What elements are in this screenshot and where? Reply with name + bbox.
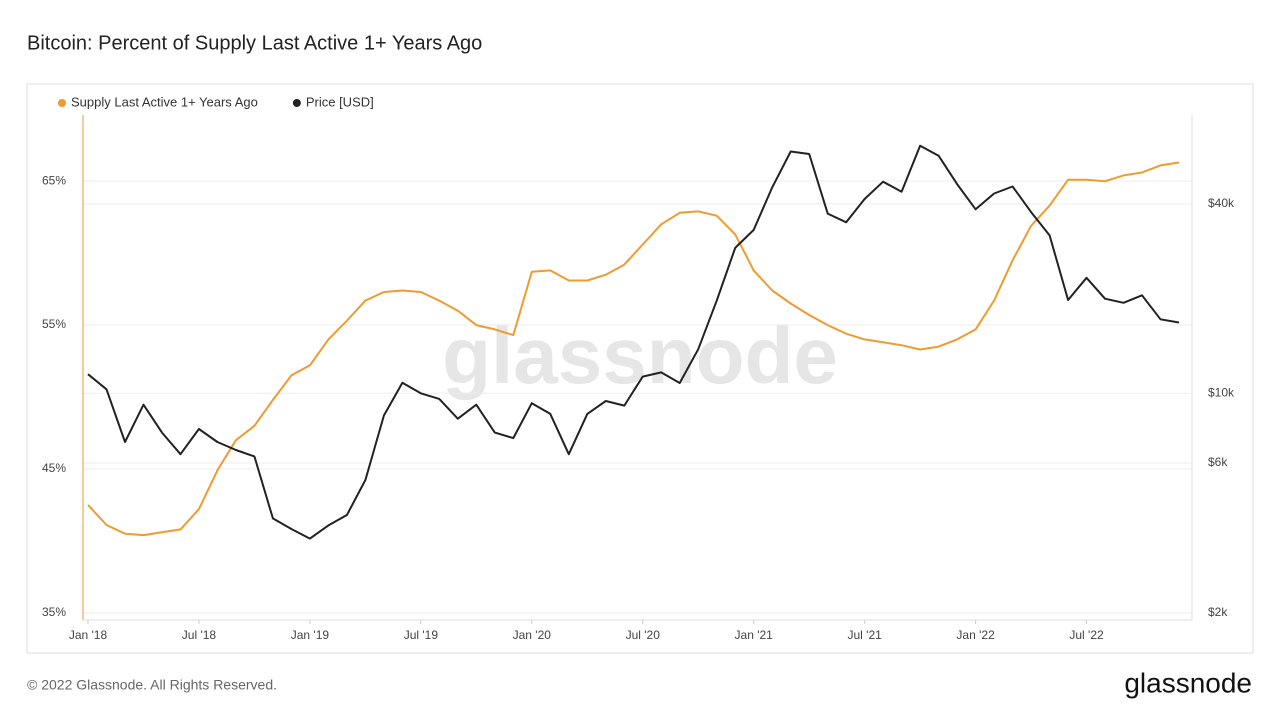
legend-marker bbox=[292, 99, 301, 107]
watermark: glassnode bbox=[442, 311, 838, 400]
x-tick-label: Jul '19 bbox=[404, 628, 439, 642]
copyright: © 2022 Glassnode. All Rights Reserved. bbox=[27, 677, 277, 693]
x-tick-label: Jan '22 bbox=[956, 628, 995, 642]
x-tick-label: Jan '21 bbox=[735, 628, 774, 642]
x-tick-label: Jul '18 bbox=[182, 628, 217, 642]
y2-tick-label: $10k bbox=[1208, 385, 1235, 399]
y-tick-label: 45% bbox=[42, 461, 66, 475]
x-tick-label: Jan '18 bbox=[69, 628, 108, 642]
y-tick-label: 35% bbox=[42, 605, 66, 619]
y-tick-label: 55% bbox=[42, 317, 66, 331]
legend-label: Price [USD] bbox=[306, 94, 374, 109]
y2-tick-label: $2k bbox=[1208, 605, 1228, 619]
chart-title: Bitcoin: Percent of Supply Last Active 1… bbox=[27, 32, 482, 54]
x-tick-label: Jul '22 bbox=[1069, 628, 1104, 642]
y-tick-label: 65% bbox=[42, 173, 66, 187]
legend-label: Supply Last Active 1+ Years Ago bbox=[71, 94, 258, 109]
logo: glassnode bbox=[1124, 667, 1252, 698]
x-tick-label: Jan '19 bbox=[291, 628, 330, 642]
chart-frame bbox=[26, 83, 1254, 654]
y2-tick-label: $6k bbox=[1208, 455, 1228, 469]
series-line bbox=[87, 161, 1180, 537]
x-tick-label: Jan '20 bbox=[513, 628, 552, 642]
x-tick-label: Jul '21 bbox=[847, 628, 882, 642]
x-tick-label: Jul '20 bbox=[626, 628, 661, 642]
legend-marker bbox=[58, 99, 66, 107]
y2-tick-label: $40k bbox=[1208, 196, 1235, 210]
series-line bbox=[87, 144, 1180, 540]
